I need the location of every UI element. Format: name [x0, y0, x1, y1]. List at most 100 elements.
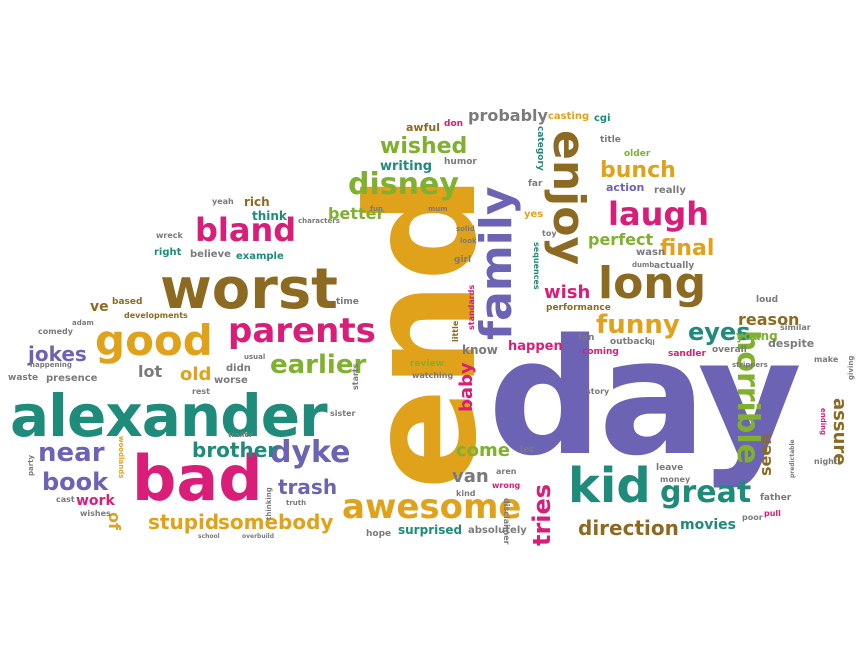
word-loud: loud — [756, 295, 779, 305]
word-absolutely: absolutely — [468, 525, 527, 536]
word-laugh: laugh — [608, 195, 710, 233]
word-ending: ending — [819, 408, 827, 436]
word-happening: happening — [30, 361, 72, 369]
word-trailer: trailer — [228, 431, 253, 439]
word-wishes: wishes — [80, 509, 111, 518]
word-mum: mum — [428, 205, 448, 213]
word-seen: seen — [756, 433, 775, 476]
word-movies: movies — [680, 517, 736, 533]
word-awful: awful — [406, 121, 440, 134]
word-baby: baby — [456, 362, 477, 412]
word-coming: coming — [582, 347, 619, 357]
word-review: review — [410, 359, 444, 369]
word-dyke: dyke — [270, 435, 351, 470]
word-old: old — [180, 364, 212, 385]
word-overbuild: overbuild — [242, 533, 275, 540]
word-older: older — [624, 149, 651, 159]
word-trash: trash — [278, 475, 338, 499]
word-despite: despite — [768, 337, 815, 350]
word-truth: truth — [286, 499, 307, 507]
word-earlier: earlier — [270, 350, 367, 380]
word-ll: ll — [650, 339, 655, 347]
word-really: really — [654, 185, 686, 196]
word-alexander: alexander — [10, 382, 328, 450]
word-look: look — [460, 237, 477, 245]
word-leave: leave — [656, 463, 684, 473]
word-dumb: dumb — [632, 261, 655, 269]
word-party: party — [27, 454, 35, 476]
word-yeah: yeah — [212, 197, 234, 206]
word-probably: probably — [468, 106, 548, 125]
word-cgi: cgi — [594, 113, 611, 124]
word-school: school — [198, 533, 220, 540]
word-rest: rest — [192, 387, 210, 396]
word-waste: waste — [8, 373, 39, 383]
word-direction: direction — [578, 516, 679, 540]
word-usual: usual — [244, 353, 266, 361]
word-assure: assure — [829, 398, 850, 466]
word-fan: fan — [578, 333, 595, 343]
word-solid: solid — [456, 225, 475, 233]
word-presence: presence — [46, 373, 98, 384]
word-wreck: wreck — [156, 231, 183, 240]
word-thinking: thinking — [265, 487, 273, 520]
word-van: van — [452, 466, 489, 487]
word-similar: similar — [780, 323, 811, 332]
word-worst: worst — [160, 257, 338, 322]
word-good: good — [95, 316, 213, 365]
word-wasn: wasn — [636, 247, 666, 258]
word-enjoy: enjoy — [543, 130, 594, 266]
word-girl: girl — [454, 255, 472, 265]
word-aren: aren — [496, 467, 517, 476]
word-sister: sister — [330, 409, 356, 418]
word-think: think — [252, 209, 287, 223]
word-let: let — [520, 445, 534, 455]
word-reason: reason — [738, 310, 800, 329]
word-action: action — [606, 181, 645, 194]
word-title: title — [600, 135, 621, 145]
word-developments: developments — [124, 311, 188, 320]
word-disclaimer: disclaimer — [502, 498, 511, 545]
word-yes: yes — [524, 209, 544, 220]
word-hope: hope — [366, 529, 392, 539]
word-great: great — [660, 475, 752, 510]
word-family: family — [471, 186, 522, 340]
word-better: better — [328, 204, 385, 223]
word-make: make — [814, 355, 839, 364]
word-little: little — [451, 320, 460, 342]
word-humor: humor — [444, 157, 477, 167]
word-happen: happen — [508, 339, 563, 354]
word-performance: performance — [546, 303, 611, 313]
word-strippers: strippers — [732, 361, 768, 369]
word-kind: kind — [456, 489, 476, 498]
word-example: example — [236, 251, 284, 262]
word-woodlands: woodlands — [117, 436, 125, 479]
word-bland: bland — [195, 211, 297, 249]
word-worse: worse — [214, 375, 248, 386]
word-final: final — [660, 236, 715, 261]
word-know: know — [462, 343, 498, 357]
word-parents: parents — [228, 311, 376, 351]
word-right: right — [154, 247, 182, 258]
word-surprised: surprised — [398, 523, 463, 537]
word-eyes: eyes — [688, 318, 751, 346]
word-fun: fun — [370, 205, 384, 213]
word-don: don — [444, 119, 464, 129]
word-watching: watching — [412, 371, 454, 380]
word-sequences: sequences — [532, 242, 541, 290]
word-bunch: bunch — [600, 158, 676, 183]
word-toy: toy — [542, 229, 557, 238]
word-casting: casting — [548, 111, 590, 122]
word-long: long — [598, 258, 707, 309]
word-writing: writing — [380, 159, 433, 174]
word-brother: brother — [192, 438, 278, 462]
word-day: day — [488, 304, 802, 491]
word-time: time — [336, 297, 359, 307]
word-far: far — [528, 179, 543, 189]
word-young: young — [736, 329, 778, 343]
word-lot: lot — [138, 362, 163, 381]
word-poor: poor — [742, 513, 763, 522]
word-come: come — [456, 440, 510, 461]
word-actually: actually — [654, 261, 695, 271]
